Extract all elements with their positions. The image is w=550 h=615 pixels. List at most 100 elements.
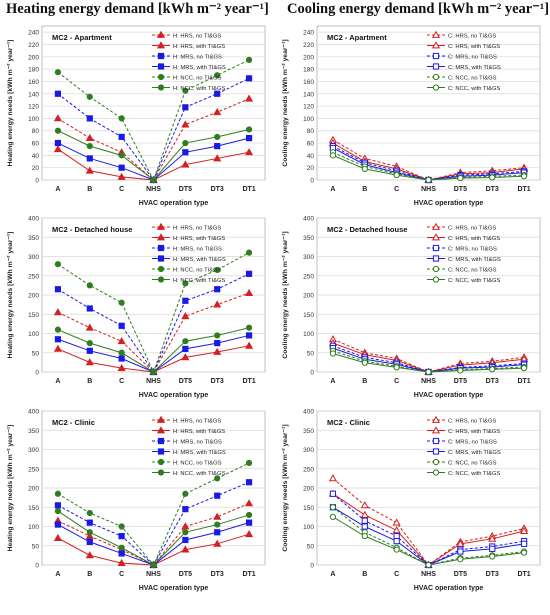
data-point: [520, 549, 528, 556]
data-point: [213, 347, 222, 355]
data-point: [245, 341, 254, 349]
x-axis-label: HVAC operation type: [414, 392, 484, 399]
x-tick-label: DT1: [517, 378, 530, 385]
data-point: [86, 509, 93, 517]
data-point: [181, 545, 190, 553]
legend-marker: [432, 73, 440, 81]
y-tick-label: 0: [310, 370, 314, 377]
data-point: [182, 490, 189, 497]
legend-label: H: NCC, with TI&GS: [173, 86, 226, 92]
y-tick-label: 150: [303, 312, 314, 319]
chart-svg: 0 20 40 60 80 100 120 140 160 180 200 220 240 A B C NHS D…: [282, 25, 541, 207]
data-point: [54, 326, 62, 333]
legend-marker: [157, 244, 165, 252]
data-point: [53, 144, 62, 153]
data-point: [54, 502, 62, 509]
legend-marker: [432, 255, 440, 262]
legend-marker: [432, 52, 440, 60]
legend-label: C: NCC, no TI&GS: [448, 460, 497, 466]
data-point: [245, 324, 253, 331]
legend-marker: [432, 265, 440, 273]
x-tick-label: NHS: [146, 186, 161, 193]
legend-marker: [156, 233, 166, 241]
data-point: [520, 526, 529, 535]
legend-marker: [156, 415, 166, 423]
x-tick-label: C: [394, 378, 399, 385]
y-axis-label: Cooling energy needs [kWh m⁻² year⁻¹]: [282, 231, 289, 358]
y-tick-label: 0: [35, 563, 39, 570]
data-point: [329, 350, 337, 357]
legend-marker: [432, 244, 440, 252]
legend-marker: [157, 73, 165, 81]
data-point: [214, 133, 221, 140]
legend-label: C: MRS, with TI&GS: [448, 450, 501, 456]
x-tick-label: DT3: [211, 571, 224, 578]
x-tick-label: DT1: [517, 186, 530, 193]
data-point: [86, 347, 93, 354]
data-point: [117, 558, 126, 566]
data-point: [393, 533, 400, 540]
data-point: [329, 152, 337, 159]
legend-marker: [432, 276, 440, 283]
y-axis-label: Cooling energy needs [kWh m⁻² year⁻¹]: [282, 424, 289, 551]
cooling-column-title: Cooling energy demand [kWh m⁻² year⁻¹]: [287, 1, 550, 17]
data-point: [182, 149, 189, 156]
y-tick-label: 350: [303, 428, 314, 435]
legend-label: H: HRS, with TI&GS: [173, 429, 225, 435]
chart-apartment-heating: 0 20 40 60 80 100 120 140 160 180 200 220 240 A B C NHS D…: [0, 20, 275, 210]
data-point: [213, 300, 222, 308]
legend-marker: [157, 448, 165, 455]
data-point: [182, 536, 189, 544]
data-point: [85, 166, 94, 174]
x-tick-label: B: [87, 571, 92, 578]
data-point: [214, 492, 221, 499]
data-point: [118, 349, 125, 356]
y-tick-label: 200: [303, 486, 314, 493]
data-point: [425, 176, 432, 184]
y-tick-label: 150: [28, 312, 39, 319]
data-point: [182, 506, 189, 513]
data-point: [245, 75, 253, 82]
chart-svg: 0 20 40 60 80 100 120 140 160 180 200 220 240 A B C NHS D…: [7, 25, 266, 207]
data-point: [182, 104, 189, 111]
y-tick-label: 100: [28, 331, 39, 338]
data-point: [182, 338, 189, 345]
y-tick-label: 250: [303, 273, 314, 280]
y-tick-label: 160: [28, 79, 39, 86]
data-point: [214, 286, 221, 293]
legend-label: H: MRS, no TI&GS: [173, 54, 222, 60]
chart-svg: 0 50 100 150 200 250 300 350 400 A B C NHS DT5 DT3 DT1 H…: [282, 216, 541, 399]
data-point: [457, 548, 464, 555]
data-point: [245, 135, 253, 142]
data-point: [489, 553, 496, 560]
legend-label: H: HRS, no TI&GS: [173, 225, 221, 231]
legend-marker: [432, 458, 440, 466]
data-point: [85, 531, 94, 540]
data-point: [86, 529, 93, 536]
x-tick-label: B: [362, 378, 367, 385]
series-c-ncc-with-ti-gs: [329, 152, 528, 184]
data-point: [182, 280, 189, 287]
data-point: [457, 175, 464, 182]
legend-label: H: NCC, with TI&GS: [173, 471, 226, 477]
data-point: [86, 115, 93, 122]
data-point: [182, 345, 189, 353]
y-tick-label: 200: [28, 293, 39, 300]
legend-label: C: HRS, no TI&GS: [448, 225, 496, 231]
y-tick-label: 180: [28, 67, 39, 74]
data-point: [360, 501, 369, 509]
series-h-ncc-with-ti-gs: [54, 126, 253, 184]
y-tick-label: 180: [303, 67, 314, 74]
data-point: [53, 533, 62, 541]
data-point: [393, 538, 400, 545]
y-tick-label: 60: [32, 141, 40, 148]
legend-marker: [156, 41, 166, 49]
legend-marker: [157, 84, 165, 91]
data-point: [54, 521, 62, 528]
legend: H: HRS, no TI&GS H: HRS, with TI&GS H: MRS…: [152, 30, 226, 92]
y-tick-label: 0: [310, 563, 314, 570]
y-tick-label: 100: [28, 116, 39, 123]
y-tick-label: 300: [303, 447, 314, 454]
legend-label: H: MRS, with TI&GS: [173, 257, 226, 263]
